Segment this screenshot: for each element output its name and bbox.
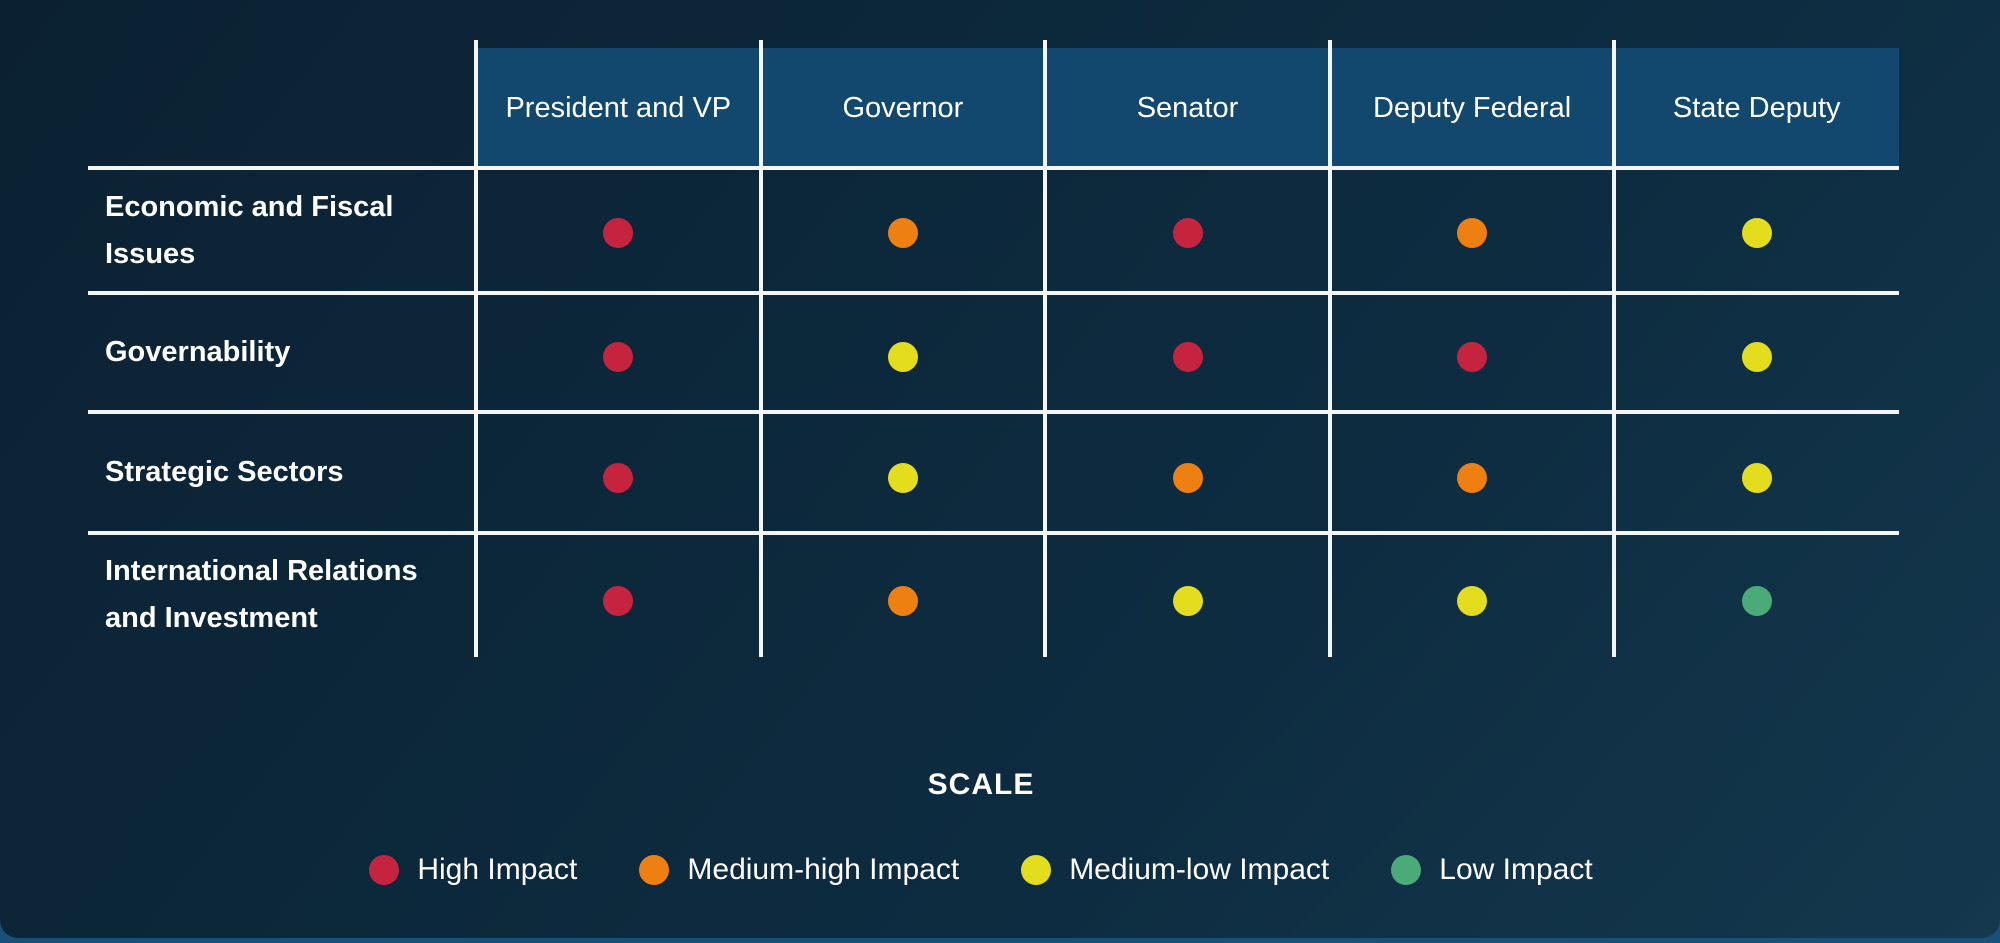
matrix-header-band [478, 48, 1899, 168]
impact-dot-high [603, 342, 634, 372]
impact-dot-medium-low [1172, 586, 1203, 616]
legend-dot-low [1391, 855, 1422, 885]
legend-label: Low Impact [1439, 853, 1593, 886]
row-label: Economic and Fiscal Issues [105, 190, 394, 270]
impact-dot-high [1457, 342, 1488, 372]
impact-dot-low [1741, 586, 1772, 616]
legend-dot-medium-low [1021, 855, 1052, 885]
legend-dot-high [369, 855, 400, 885]
row-label: Governability [105, 336, 291, 369]
impact-dot-high [603, 463, 634, 493]
legend-dot-medium-high [639, 855, 670, 885]
impact-dot-medium-high [1457, 463, 1488, 493]
impact-dot-medium-high [887, 218, 918, 248]
row-label: International Relations and Investment [105, 555, 418, 634]
legend-item: Low Impact [1391, 853, 1593, 887]
vertical-grid-line [1043, 40, 1048, 657]
legend-label: High Impact [417, 853, 578, 886]
impact-dot-medium-low [1457, 586, 1488, 616]
legend-item: Medium-low Impact [1021, 853, 1329, 887]
legend-item: Medium-high Impact [639, 853, 959, 887]
impact-dot-medium-low [1741, 463, 1772, 493]
impact-dot-medium-low [1741, 342, 1772, 372]
impact-dot-medium-high [1172, 463, 1203, 493]
impact-dot-high [603, 218, 634, 248]
impact-dot-medium-low [1741, 218, 1772, 248]
column-header: State Deputy [1672, 91, 1841, 124]
vertical-grid-line [1327, 40, 1332, 657]
impact-dot-medium-high [1457, 218, 1488, 248]
impact-dot-high [1172, 342, 1203, 372]
vertical-grid-line [1612, 40, 1617, 657]
legend-label: Medium-low Impact [1069, 853, 1330, 886]
legend-label: Medium-high Impact [687, 853, 960, 886]
vertical-grid-line [758, 40, 763, 657]
horizontal-grid-line [88, 166, 1899, 170]
horizontal-grid-line [88, 410, 1899, 414]
horizontal-grid-line [88, 291, 1899, 295]
horizontal-grid-line [88, 531, 1899, 535]
column-header: Governor [842, 91, 964, 124]
legend-title: SCALE [927, 768, 1035, 801]
impact-dot-medium-low [887, 463, 918, 493]
impact-dot-high [603, 586, 634, 616]
column-header: Deputy Federal [1372, 91, 1572, 124]
impact-dot-high [1172, 218, 1203, 248]
vertical-grid-line [474, 40, 478, 657]
impact-dot-medium-high [887, 586, 918, 616]
legend-item: High Impact [369, 853, 577, 887]
impact-dot-medium-low [887, 342, 918, 372]
legend: High Impact Medium-high Impact Medium-low … [0, 845, 2000, 895]
column-header: President and VP [505, 91, 732, 124]
column-header: Senator [1136, 91, 1239, 124]
row-label: Strategic Sectors [105, 456, 344, 489]
